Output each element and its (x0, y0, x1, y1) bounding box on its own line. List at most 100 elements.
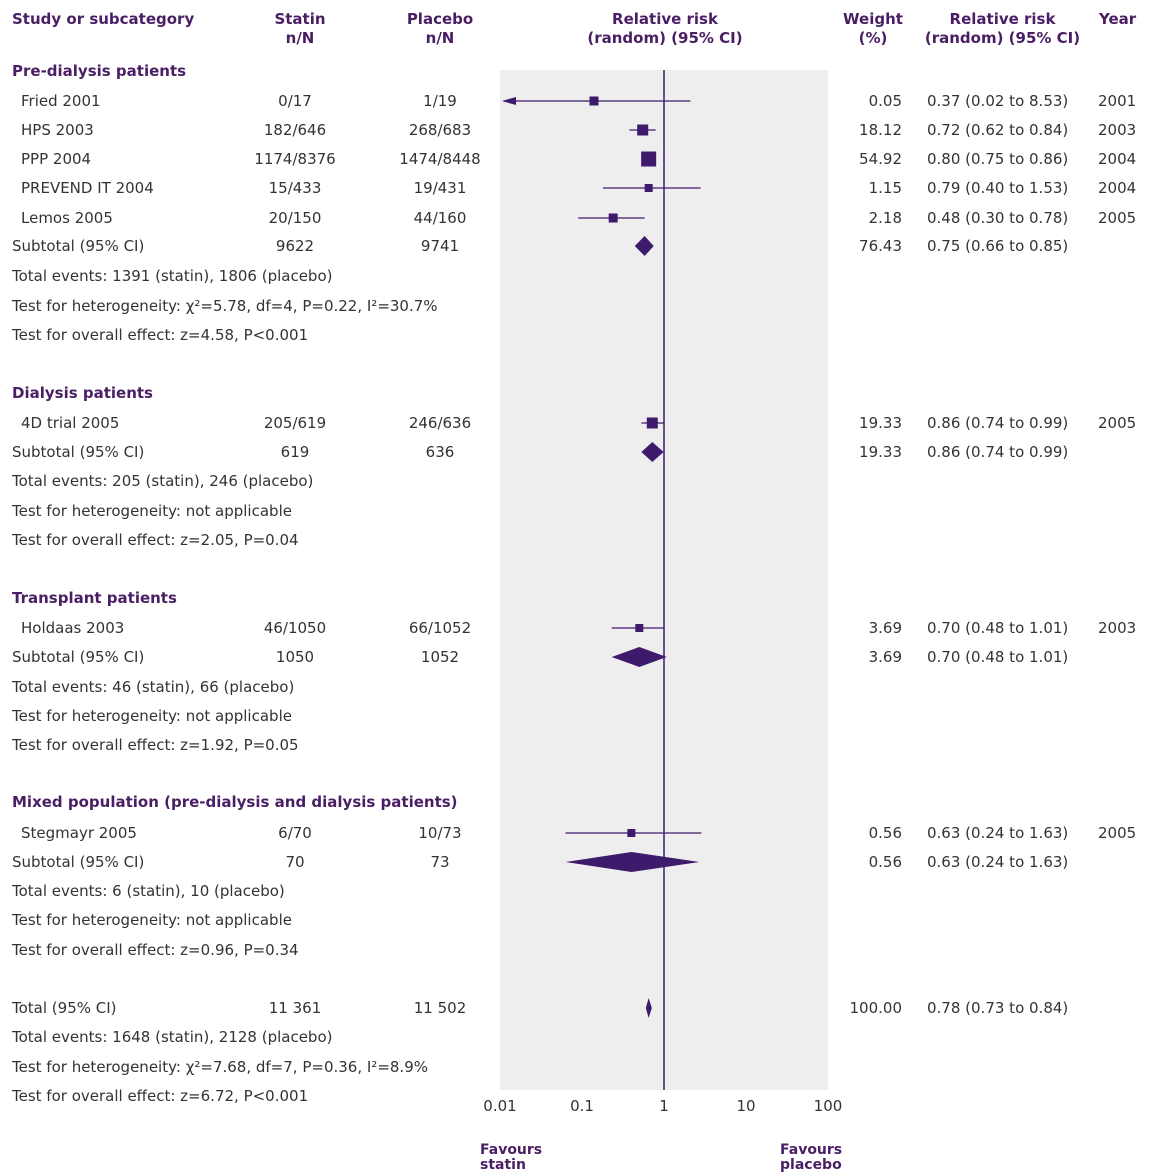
placebo-events: 1052 (420, 648, 460, 666)
placebo-events: 66/1052 (408, 619, 472, 637)
study-name: Holdaas 2003 (21, 619, 125, 637)
summary-note: Total events: 205 (statin), 246 (placebo… (12, 472, 314, 490)
study-year: 2005 (1098, 209, 1137, 227)
section-title: Dialysis patients (12, 384, 153, 402)
statin-events: 46/1050 (263, 619, 327, 637)
relative-risk-value: 0.86 (0.74 to 0.99) (927, 443, 1069, 461)
statin-events: 205/619 (263, 414, 327, 432)
study-year: 2004 (1098, 150, 1137, 168)
relative-risk-value: 0.86 (0.74 to 0.99) (927, 414, 1069, 432)
summary-diamond (645, 998, 652, 1018)
statin-events: 9622 (275, 237, 315, 255)
statin-events: 182/646 (263, 121, 327, 139)
relative-risk-value: 0.75 (0.66 to 0.85) (927, 237, 1069, 255)
summary-note: Test for overall effect: z=6.72, P<0.001 (12, 1087, 309, 1105)
summary-note: Test for overall effect: z=0.96, P=0.34 (12, 941, 299, 959)
study-year: 2003 (1098, 619, 1137, 637)
placebo-events: 73 (430, 853, 450, 871)
subtotal-label: Subtotal (95% CI) (12, 237, 145, 255)
header-placebo-line2: n/N (425, 29, 455, 47)
weight-value: 0.05 (868, 92, 902, 110)
study-name: PREVEND IT 2004 (21, 179, 154, 197)
header-statin-line2: n/N (285, 29, 315, 47)
placebo-events: 268/683 (408, 121, 472, 139)
weight-value: 0.56 (868, 853, 902, 871)
statin-events: 15/433 (268, 179, 322, 197)
statin-events: 11 361 (268, 999, 322, 1017)
summary-note: Test for heterogeneity: not applicable (12, 502, 292, 520)
header-relative-risk-values: Relative risk (random) (95% CI) (915, 10, 1090, 48)
placebo-events: 9741 (420, 237, 460, 255)
section-title: Pre-dialysis patients (12, 62, 187, 80)
summary-note: Total events: 46 (statin), 66 (placebo) (12, 678, 295, 696)
point-estimate-box (641, 151, 657, 167)
summary-diamond (634, 236, 654, 256)
study-year: 2003 (1098, 121, 1137, 139)
study-name: HPS 2003 (21, 121, 94, 139)
study-year: 2004 (1098, 179, 1137, 197)
subtotal-label: Subtotal (95% CI) (12, 443, 145, 461)
header-statin: Statin n/N (250, 10, 350, 48)
header-relative-risk: Relative risk (random) (95% CI) (560, 10, 770, 48)
header-rr-line2: (random) (95% CI) (587, 29, 743, 47)
favours-statin-line2: statin (480, 1157, 526, 1173)
point-estimate-box (627, 829, 636, 837)
weight-value: 18.12 (859, 121, 902, 139)
ci-arrow (502, 97, 516, 105)
favours-statin-label: Favours statin (480, 1143, 542, 1173)
study-name: 4D trial 2005 (21, 414, 120, 432)
favours-statin-line1: Favours (480, 1142, 543, 1158)
subtotal-label: Subtotal (95% CI) (12, 648, 145, 666)
favours-placebo-line1: Favours (780, 1142, 843, 1158)
subtotal-label: Total (95% CI) (12, 999, 117, 1017)
summary-note: Total events: 6 (statin), 10 (placebo) (12, 882, 285, 900)
summary-note: Test for heterogeneity: not applicable (12, 707, 292, 725)
relative-risk-value: 0.63 (0.24 to 1.63) (927, 824, 1069, 842)
favours-placebo-label: Favours placebo (780, 1143, 842, 1173)
placebo-events: 19/431 (413, 179, 467, 197)
weight-value: 19.33 (859, 443, 902, 461)
relative-risk-value: 0.79 (0.40 to 1.53) (927, 179, 1069, 197)
summary-note: Test for heterogeneity: not applicable (12, 911, 292, 929)
study-name: Lemos 2005 (21, 209, 113, 227)
placebo-events: 10/73 (418, 824, 462, 842)
study-year: 2001 (1098, 92, 1137, 110)
statin-events: 0/17 (278, 92, 312, 110)
summary-note: Test for heterogeneity: χ²=5.78, df=4, P… (12, 297, 438, 315)
x-tick-label: 0.01 (483, 1097, 516, 1115)
statin-events: 70 (285, 853, 305, 871)
relative-risk-value: 0.80 (0.75 to 0.86) (927, 150, 1069, 168)
point-estimate-box (589, 96, 599, 106)
statin-events: 619 (280, 443, 310, 461)
weight-value: 3.69 (868, 648, 902, 666)
header-rr-line1: Relative risk (612, 10, 718, 28)
placebo-events: 246/636 (408, 414, 472, 432)
header-statin-line1: Statin (274, 10, 326, 28)
placebo-events: 11 502 (413, 999, 467, 1017)
weight-value: 19.33 (859, 414, 902, 432)
placebo-events: 1/19 (423, 92, 457, 110)
point-estimate-box (644, 184, 653, 192)
header-rr2-line1: Relative risk (949, 10, 1056, 28)
header-weight-line1: Weight (843, 10, 903, 28)
summary-diamond (611, 647, 667, 667)
weight-value: 2.18 (868, 209, 902, 227)
summary-note: Total events: 1648 (statin), 2128 (place… (12, 1028, 333, 1046)
x-tick-label: 1 (659, 1097, 669, 1115)
header-rr2-line2: (random) (95% CI) (924, 29, 1081, 47)
point-estimate-box (646, 417, 658, 429)
weight-value: 0.56 (868, 824, 902, 842)
weight-value: 76.43 (859, 237, 902, 255)
statin-events: 1174/8376 (254, 150, 336, 168)
relative-risk-value: 0.72 (0.62 to 0.84) (927, 121, 1069, 139)
placebo-events: 636 (425, 443, 455, 461)
header-weight: Weight (%) (838, 10, 908, 48)
favours-placebo-line2: placebo (780, 1157, 842, 1173)
section-title: Transplant patients (12, 589, 177, 607)
statin-events: 6/70 (278, 824, 312, 842)
header-study: Study or subcategory (12, 10, 195, 28)
statin-events: 1050 (275, 648, 315, 666)
x-tick-label: 0.1 (570, 1097, 594, 1115)
point-estimate-box (635, 624, 644, 632)
